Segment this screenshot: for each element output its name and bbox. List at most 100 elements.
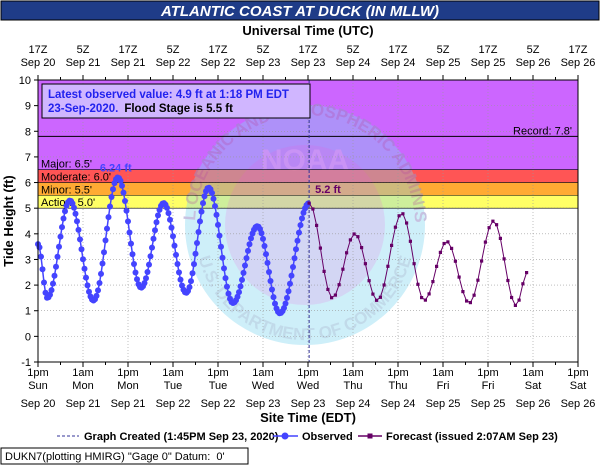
legend-forecast-label: Forecast (issued 2:07AM Sep 23) bbox=[386, 431, 558, 443]
bottom-tick-time: 1pm bbox=[387, 367, 408, 379]
observed-point bbox=[39, 266, 46, 273]
observed-point bbox=[291, 255, 298, 262]
forecast-point bbox=[416, 282, 420, 286]
forecast-point bbox=[461, 290, 465, 294]
forecast-point bbox=[330, 296, 334, 300]
observed-point bbox=[57, 233, 64, 240]
bottom-tick-date: Sep 25 bbox=[471, 398, 506, 410]
top-tick-time: 5Z bbox=[437, 44, 450, 56]
observed-point bbox=[243, 255, 250, 262]
bottom-tick-day: Wed bbox=[297, 380, 319, 392]
forecast-point bbox=[360, 246, 364, 250]
bottom-tick-date: Sep 22 bbox=[201, 398, 236, 410]
y-tick-label: 4 bbox=[25, 229, 31, 241]
bottom-tick-time: 1pm bbox=[27, 367, 48, 379]
observed-point bbox=[95, 287, 101, 294]
observed-point bbox=[201, 193, 208, 200]
bottom-tick-time: 1am bbox=[522, 367, 543, 379]
observed-point bbox=[99, 260, 106, 267]
observed-point bbox=[267, 278, 274, 284]
forecast-point bbox=[393, 225, 397, 229]
observed-point bbox=[150, 235, 157, 242]
observed-point bbox=[132, 269, 139, 276]
observed-point bbox=[120, 189, 127, 196]
top-tick-time: 17Z bbox=[209, 44, 228, 56]
level-label-major: Major: 6.5' bbox=[41, 159, 92, 171]
bottom-tick-day: Fri bbox=[437, 380, 450, 392]
y-tick-label: -1 bbox=[21, 357, 31, 369]
bottom-tick-day: Mon bbox=[72, 380, 93, 392]
forecast-point bbox=[510, 295, 514, 300]
forecast-point bbox=[476, 278, 480, 282]
bottom-tick-date: Sep 26 bbox=[516, 398, 551, 410]
observed-point bbox=[77, 236, 83, 243]
observed-point bbox=[269, 286, 275, 293]
observed-point bbox=[242, 262, 248, 269]
observed-point bbox=[141, 280, 148, 286]
plot-frame bbox=[37, 79, 579, 363]
observed-point bbox=[107, 203, 113, 210]
observed-point bbox=[62, 208, 68, 215]
forecast-point bbox=[517, 298, 521, 302]
forecast-point bbox=[498, 236, 502, 240]
observed-point bbox=[42, 289, 49, 296]
observed-point bbox=[294, 237, 301, 244]
forecast-point bbox=[480, 259, 484, 263]
observed-point bbox=[176, 269, 182, 276]
observed-point bbox=[290, 264, 296, 270]
observed-point bbox=[194, 240, 200, 246]
bottom-tick-day: Wed bbox=[252, 380, 274, 392]
observed-point bbox=[38, 253, 44, 260]
observed-point bbox=[119, 182, 125, 189]
forecast-point bbox=[367, 279, 371, 283]
observed-point bbox=[192, 250, 199, 257]
observed-point bbox=[173, 251, 179, 258]
forecast-point bbox=[457, 275, 461, 279]
observed-point bbox=[288, 272, 295, 279]
top-tick-date: Sep 23 bbox=[246, 57, 281, 69]
bottom-tick-time: 1am bbox=[252, 367, 273, 379]
observed-point bbox=[200, 200, 206, 207]
forecast-point bbox=[453, 259, 457, 263]
level-label-moderate: Moderate: 6.0' bbox=[41, 172, 111, 184]
forecast-point bbox=[352, 232, 356, 236]
forecast-point bbox=[438, 250, 442, 254]
y-tick-label: 2 bbox=[25, 280, 31, 292]
observed-point bbox=[134, 276, 140, 283]
top-tick-time: 17Z bbox=[389, 44, 408, 56]
forecast-point bbox=[435, 264, 439, 268]
bottom-tick-day: Mon bbox=[117, 380, 138, 392]
observed-point bbox=[53, 263, 59, 270]
top-tick-time: 5Z bbox=[167, 44, 180, 56]
top-tick-date: Sep 23 bbox=[291, 57, 326, 69]
top-tick-date: Sep 26 bbox=[516, 57, 551, 69]
forecast-point bbox=[356, 235, 360, 239]
observed-point bbox=[60, 215, 67, 222]
bottom-tick-time: 1pm bbox=[477, 367, 498, 379]
top-tick-time: 5Z bbox=[257, 44, 270, 56]
forecast-point bbox=[412, 262, 416, 266]
observed-point bbox=[266, 269, 272, 275]
observed-point bbox=[59, 224, 65, 231]
forecast-point bbox=[333, 293, 337, 297]
top-tick-time: 5Z bbox=[77, 44, 90, 56]
observed-point bbox=[81, 265, 88, 272]
forecast-point bbox=[465, 299, 469, 303]
observed-point bbox=[123, 207, 130, 214]
forecast-point bbox=[363, 262, 367, 266]
top-axis-title: Universal Time (UTC) bbox=[242, 23, 373, 38]
forecast-point bbox=[423, 298, 427, 302]
bottom-tick-time: 1am bbox=[72, 367, 93, 379]
forecast-point bbox=[525, 271, 529, 275]
legend-observed-marker bbox=[281, 432, 289, 440]
latest-value-line2: 23-Sep-2020. Flood Stage is 5.5 ft bbox=[48, 103, 233, 115]
y-axis-title: Tide Height (ft) bbox=[1, 175, 16, 266]
bottom-tick-date: Sep 23 bbox=[246, 398, 281, 410]
latest-value-line1: Latest observed value: 4.9 ft at 1:18 PM… bbox=[48, 89, 289, 101]
bottom-tick-day: Sat bbox=[570, 380, 587, 392]
level-label-minor: Minor: 5.5' bbox=[41, 184, 92, 196]
bottom-tick-time: 1pm bbox=[207, 367, 228, 379]
observed-point bbox=[128, 240, 134, 247]
forecast-point bbox=[307, 201, 311, 205]
observed-point bbox=[48, 287, 55, 294]
